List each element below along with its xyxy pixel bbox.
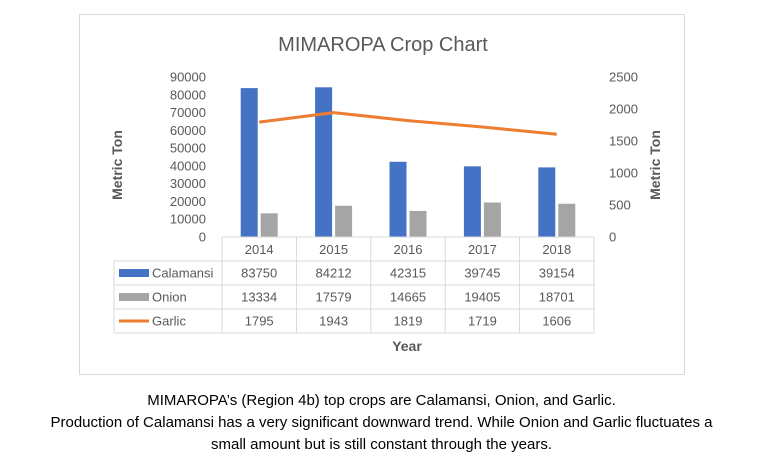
x-tick-label: 2014	[245, 242, 274, 257]
y-tick-label: 60000	[170, 123, 206, 138]
y2-tick-label: 1000	[609, 166, 638, 181]
bar-onion	[409, 210, 427, 237]
data-label-garlic: 1719	[468, 314, 497, 329]
legend-key-onion	[119, 293, 149, 301]
data-label-calamansi: 42315	[390, 266, 426, 281]
y2-tick-label: 0	[609, 230, 616, 245]
y2-tick-label: 500	[609, 198, 631, 213]
bar-calamansi	[315, 87, 333, 237]
y-tick-label: 90000	[170, 70, 206, 85]
legend-label-calamansi: Calamansi	[152, 266, 214, 281]
y-tick-label: 80000	[170, 87, 206, 102]
y2-tick-label: 1500	[609, 134, 638, 149]
data-label-onion: 17579	[316, 290, 352, 305]
data-label-calamansi: 39745	[464, 266, 500, 281]
x-axis-label: Year	[392, 338, 422, 354]
y-tick-label: 30000	[170, 176, 206, 191]
legend-label-onion: Onion	[152, 290, 187, 305]
caption-line-3: small amount but is still constant throu…	[210, 436, 552, 453]
plot-area: 0100002000030000400005000060000700008000…	[170, 70, 638, 245]
chart: MIMAROPA Crop Chart Metric Ton Metric To…	[109, 34, 663, 354]
data-label-garlic: 1819	[394, 314, 423, 329]
y-axis-label-right: Metric Ton	[647, 130, 663, 200]
bar-calamansi	[240, 88, 258, 237]
x-tick-label: 2015	[319, 242, 348, 257]
data-label-onion: 18701	[539, 290, 575, 305]
data-label-onion: 13334	[241, 290, 277, 305]
bar-calamansi	[463, 166, 481, 237]
y-axis-label-left: Metric Ton	[109, 130, 125, 200]
data-label-garlic: 1795	[245, 314, 274, 329]
legend-key-calamansi	[119, 269, 149, 277]
line-garlic	[259, 111, 557, 136]
data-label-calamansi: 83750	[241, 266, 277, 281]
data-label-onion: 14665	[390, 290, 426, 305]
caption-line-1: MIMAROPA’s (Region 4b) top crops are Cal…	[147, 392, 616, 409]
y-tick-label: 50000	[170, 141, 206, 156]
caption-line-2: Production of Calamansi has a very signi…	[50, 414, 713, 431]
bar-onion	[260, 213, 278, 237]
x-tick-label: 2018	[542, 242, 571, 257]
chart-title: MIMAROPA Crop Chart	[278, 34, 488, 56]
legend-label-garlic: Garlic	[152, 314, 186, 329]
x-tick-label: 2017	[468, 242, 497, 257]
caption: MIMAROPA’s (Region 4b) top crops are Cal…	[0, 390, 763, 456]
y-tick-label: 40000	[170, 158, 206, 173]
data-label-garlic: 1943	[319, 314, 348, 329]
data-label-calamansi: 84212	[316, 266, 352, 281]
chart-frame: MIMAROPA Crop Chart Metric Ton Metric To…	[79, 14, 685, 375]
data-label-onion: 19405	[464, 290, 500, 305]
y-tick-label: 70000	[170, 105, 206, 120]
bar-onion	[558, 203, 576, 237]
y-tick-label: 20000	[170, 194, 206, 209]
y2-tick-label: 2000	[609, 102, 638, 117]
data-table: 2014 2015 2016 2017 2018 Calamansi 83750 84212 4…	[113, 236, 595, 334]
y-tick-label: 0	[199, 230, 206, 245]
data-label-calamansi: 39154	[539, 266, 575, 281]
y-tick-label: 10000	[170, 212, 206, 227]
bar-onion	[335, 205, 353, 237]
bar-onion	[483, 202, 501, 237]
y2-tick-label: 2500	[609, 70, 638, 85]
x-tick-label: 2016	[394, 242, 423, 257]
bar-calamansi	[389, 161, 407, 237]
data-label-garlic: 1606	[542, 314, 571, 329]
bar-calamansi	[538, 167, 556, 237]
